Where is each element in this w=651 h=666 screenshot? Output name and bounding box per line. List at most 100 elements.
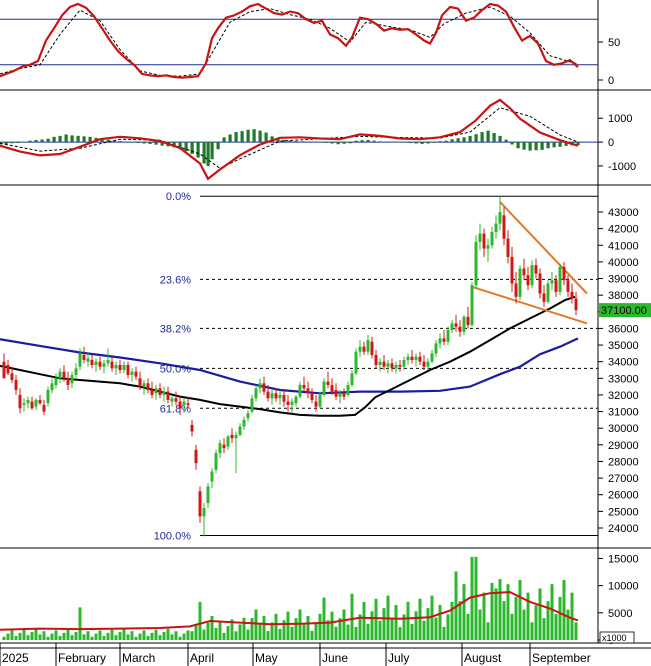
volume-bar (214, 627, 218, 640)
volume-bar (338, 618, 342, 640)
volume-bar (574, 622, 578, 640)
candle-body (286, 401, 290, 405)
candle-body (534, 265, 538, 274)
volume-bar (14, 635, 18, 640)
candle-body (318, 394, 322, 407)
volume-bar (258, 624, 262, 640)
volume-bar (126, 634, 130, 640)
volume-bar (90, 636, 94, 640)
macd-histogram-bar (206, 142, 210, 166)
macd-histogram-bar (288, 140, 292, 143)
macd-histogram-bar (420, 142, 424, 144)
macd-tick-1000: 1000 (608, 113, 632, 125)
candle-body (30, 401, 34, 409)
volume-bar (26, 635, 30, 640)
macd-histogram-bar (342, 142, 346, 144)
macd-histogram-bar (282, 139, 286, 143)
volume-bar (534, 605, 538, 640)
macd-histogram-bar (330, 142, 334, 144)
volume-bar (150, 632, 154, 640)
volume-bar (186, 630, 190, 640)
stoch-tick-0: 0 (608, 75, 614, 87)
volume-bar (394, 605, 398, 640)
volume-bar (138, 633, 142, 640)
volume-bar (418, 598, 422, 640)
volume-bar (562, 579, 566, 640)
candle-body (86, 358, 90, 362)
price-panel: 0.0%23.6%38.2%50.0%61.8%100.0%4300042000… (0, 191, 651, 542)
x-tick-June: June (322, 651, 348, 665)
candle-body (378, 361, 382, 366)
volume-bar (486, 622, 490, 640)
volume-bar (110, 629, 114, 640)
macd-histogram-bar (546, 142, 550, 149)
candle-body (574, 298, 578, 311)
macd-histogram-bar (552, 142, 556, 148)
candle-body (134, 371, 138, 377)
volume-bar (146, 635, 150, 640)
macd-histogram-bar (118, 141, 122, 143)
candle-body (222, 444, 226, 449)
candle-body (526, 275, 530, 286)
fib-label-61.8%: 61.8% (160, 403, 191, 415)
price-tick-30000: 30000 (608, 423, 639, 435)
macd-histogram-bar (336, 142, 340, 145)
volume-bar (446, 614, 450, 640)
candle-body (402, 360, 406, 367)
volume-bar (490, 582, 494, 640)
volume-bar (222, 632, 226, 640)
price-tick-41000: 41000 (608, 240, 639, 252)
macd-histogram-bar (16, 142, 20, 144)
macd-histogram-bar (130, 142, 134, 143)
candle-body (270, 393, 274, 399)
candle-body (566, 280, 570, 292)
macd-histogram-bar (432, 142, 436, 143)
macd-histogram-bar (306, 141, 310, 143)
volume-bar (438, 605, 442, 640)
candle-body (62, 371, 66, 379)
candle-body (474, 241, 478, 286)
macd-histogram-bar (384, 141, 388, 143)
candle-body (454, 323, 458, 327)
candle-body (554, 280, 558, 292)
macd-histogram-bar (312, 141, 316, 143)
x-tick-April: April (190, 651, 214, 665)
volume-bar (162, 632, 166, 640)
macd-histogram-bar (124, 141, 128, 143)
volume-bar (34, 628, 38, 640)
volume-bar (342, 609, 346, 640)
price-tick-32000: 32000 (608, 390, 639, 402)
macd-histogram-bar (414, 142, 418, 144)
macd-signal-line (0, 107, 579, 169)
candle-body (434, 343, 438, 354)
price-tick-31000: 31000 (608, 407, 639, 419)
volume-bar (482, 592, 486, 640)
volume-bar (174, 631, 178, 640)
candle-body (154, 388, 158, 394)
volume-bar (334, 626, 338, 640)
volume-bar (314, 622, 318, 640)
candle-body (294, 396, 298, 404)
volume-bar (278, 628, 282, 640)
volume-bar (66, 629, 70, 640)
macd-histogram-bar (210, 142, 214, 160)
volume-bar (22, 629, 26, 640)
x-tick-May: May (255, 651, 278, 665)
volume-bar (18, 632, 22, 640)
candle-body (538, 273, 542, 294)
macd-histogram-bar (252, 129, 256, 143)
volume-bar (350, 593, 354, 640)
volume-bar (302, 624, 306, 640)
candle-body (530, 265, 534, 286)
fib-label-23.6%: 23.6% (160, 274, 191, 286)
volume-bar (414, 611, 418, 640)
volume-bar (514, 596, 518, 640)
macd-histogram-bar (202, 142, 206, 164)
volume-bar (82, 634, 86, 640)
candle-body (122, 365, 126, 370)
candle-body (506, 238, 510, 257)
volume-bar (374, 598, 378, 640)
price-tick-36000: 36000 (608, 323, 639, 335)
candle-body (570, 291, 574, 299)
candle-body (74, 368, 78, 375)
